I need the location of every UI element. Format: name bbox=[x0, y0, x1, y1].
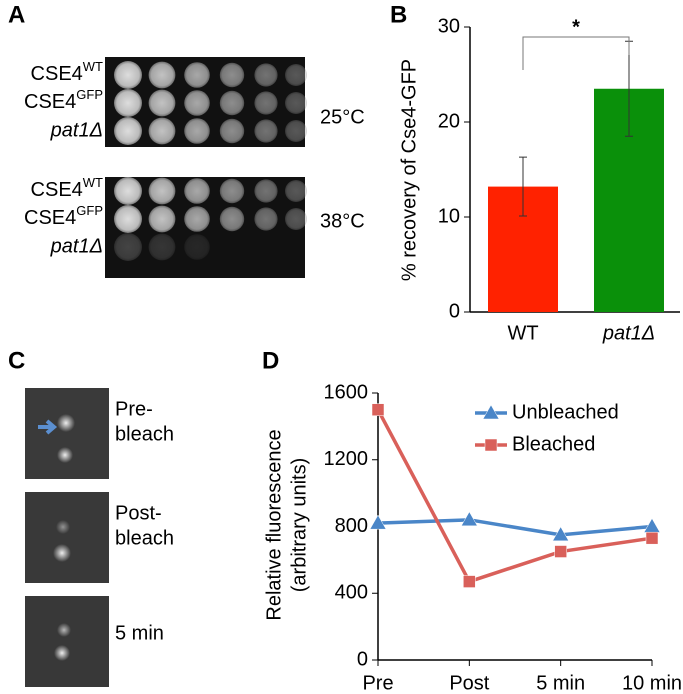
square-marker bbox=[371, 403, 385, 416]
micrograph-label: Pre- bbox=[115, 398, 153, 420]
temperature-label: 38°C bbox=[320, 210, 365, 232]
strain-name: CSE4 bbox=[24, 207, 76, 229]
y-tick-label: 0 bbox=[449, 300, 460, 322]
strain-superscript: GFP bbox=[76, 203, 103, 218]
strain-label: pat1Δ bbox=[50, 119, 103, 141]
colony-spot bbox=[184, 206, 210, 232]
colony-spot bbox=[148, 177, 176, 205]
y-axis-label: % recovery of Cse4-GFP bbox=[398, 59, 420, 281]
colony-spot bbox=[219, 118, 245, 144]
triangle-marker bbox=[552, 526, 570, 542]
colony-spot bbox=[114, 205, 142, 233]
square-marker bbox=[554, 545, 567, 558]
colony-spot bbox=[184, 90, 210, 116]
panel-label: D bbox=[262, 347, 279, 374]
y-tick-label: 1200 bbox=[324, 448, 369, 470]
colony-spot bbox=[254, 63, 278, 87]
x-tick-label: Pre bbox=[362, 672, 393, 694]
colony-spot bbox=[184, 178, 210, 204]
colony-spot bbox=[254, 207, 278, 231]
colony-spot bbox=[148, 233, 176, 261]
colony-spot bbox=[285, 208, 307, 230]
strain-label: CSE4WT bbox=[31, 175, 104, 201]
strain-name: CSE4 bbox=[31, 63, 83, 85]
colony-spot bbox=[254, 179, 278, 203]
y-tick-label: 20 bbox=[438, 110, 460, 132]
colony-spot bbox=[114, 89, 142, 117]
series-line bbox=[377, 518, 653, 537]
strain-superscript: GFP bbox=[76, 87, 103, 102]
y-axis-label: (arbitrary units) bbox=[288, 458, 310, 592]
triangle-marker bbox=[482, 404, 500, 420]
significance-marker: * bbox=[572, 16, 580, 38]
colony-spot bbox=[285, 92, 307, 114]
x-tick-label: WT bbox=[507, 322, 538, 344]
colony-spot bbox=[254, 91, 278, 115]
colony-spot bbox=[219, 206, 245, 232]
panel-label: C bbox=[8, 347, 25, 374]
colony-spot bbox=[285, 120, 307, 142]
square-marker bbox=[484, 438, 498, 452]
colony-spot bbox=[285, 180, 307, 202]
strain-name: CSE4 bbox=[24, 91, 76, 113]
strain-label: CSE4WT bbox=[31, 59, 104, 85]
panel-label: B bbox=[390, 1, 407, 28]
y-tick-label: 30 bbox=[438, 15, 460, 37]
strain-superscript: WT bbox=[83, 175, 103, 190]
colony-spot bbox=[219, 62, 245, 88]
colony-spot bbox=[285, 64, 307, 86]
micrograph-label: Post- bbox=[115, 502, 162, 524]
colony-spot bbox=[254, 119, 278, 143]
colony-spot bbox=[184, 118, 210, 144]
temperature-label: 25°C bbox=[320, 106, 365, 128]
strain-label: pat1Δ bbox=[50, 235, 103, 257]
colony-spot bbox=[148, 89, 176, 117]
colony-spot bbox=[114, 233, 142, 261]
y-tick-label: 800 bbox=[335, 515, 368, 537]
colony-spot bbox=[219, 90, 245, 116]
micrograph-label: bleach bbox=[115, 527, 174, 549]
triangle-marker bbox=[369, 514, 387, 530]
significance-bracket bbox=[522, 36, 630, 70]
y-tick-label: 400 bbox=[335, 582, 368, 604]
strain-superscript: WT bbox=[83, 59, 103, 74]
y-tick-label: 1600 bbox=[324, 381, 369, 403]
micrograph-label: bleach bbox=[115, 423, 174, 445]
strain-name: CSE4 bbox=[31, 179, 83, 201]
colony-spot bbox=[219, 178, 245, 204]
square-marker bbox=[463, 575, 476, 588]
y-tick-label: 10 bbox=[438, 205, 460, 227]
y-axis-label: Relative fluorescence bbox=[263, 429, 285, 620]
colony-spot bbox=[114, 61, 142, 89]
y-tick-label: 0 bbox=[357, 648, 368, 670]
colony-spot bbox=[148, 61, 176, 89]
legend-label: Bleached bbox=[512, 433, 595, 455]
x-tick-label: Post bbox=[449, 672, 489, 694]
triangle-marker bbox=[460, 511, 478, 527]
x-tick-label: 5 min bbox=[536, 672, 585, 694]
micrograph-label: 5 min bbox=[115, 622, 164, 644]
micrograph bbox=[25, 388, 109, 479]
colony-spot bbox=[114, 117, 142, 145]
colony-spot bbox=[148, 117, 176, 145]
error-bar bbox=[519, 156, 527, 217]
colony-spot bbox=[184, 234, 210, 260]
square-marker bbox=[645, 531, 659, 545]
colony-spot bbox=[184, 62, 210, 88]
x-tick-label: pat1Δ bbox=[602, 322, 655, 344]
micrograph bbox=[25, 492, 109, 583]
legend-label: Unbleached bbox=[512, 401, 619, 423]
strain-label: CSE4GFP bbox=[24, 87, 103, 113]
x-tick-label: 10 min bbox=[622, 672, 682, 694]
strain-label: CSE4GFP bbox=[24, 203, 103, 229]
series-line bbox=[376, 408, 653, 584]
panel-label: A bbox=[8, 1, 25, 28]
colony-spot bbox=[148, 205, 176, 233]
colony-spot bbox=[114, 177, 142, 205]
micrograph bbox=[25, 596, 109, 687]
